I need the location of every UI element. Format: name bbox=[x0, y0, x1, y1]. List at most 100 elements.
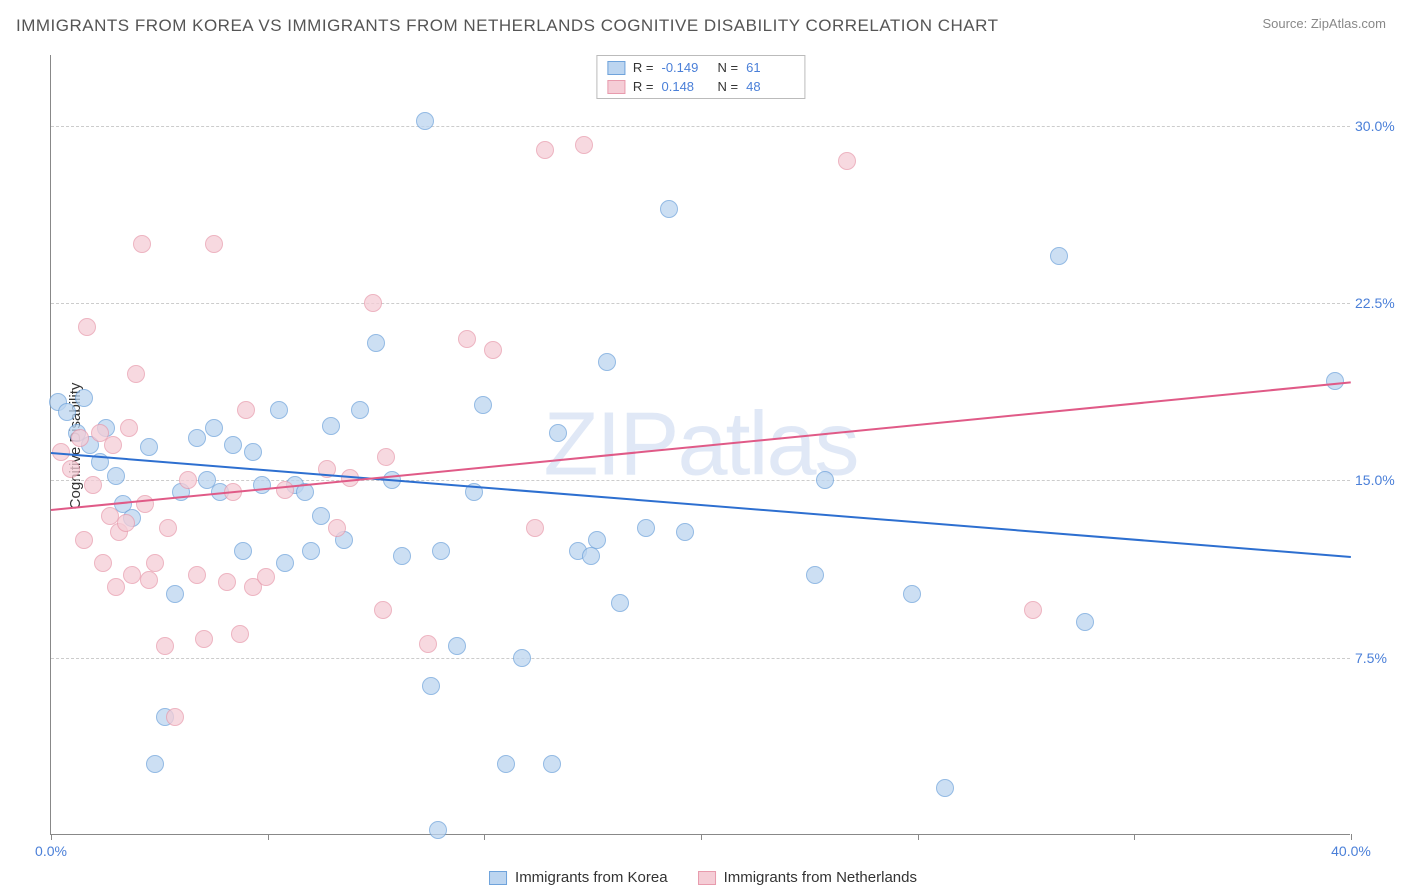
scatter-point bbox=[660, 200, 678, 218]
scatter-point bbox=[536, 141, 554, 159]
scatter-point bbox=[429, 821, 447, 839]
scatter-point bbox=[58, 403, 76, 421]
scatter-point bbox=[322, 417, 340, 435]
x-tick-mark bbox=[701, 834, 702, 840]
scatter-point bbox=[549, 424, 567, 442]
scatter-point bbox=[588, 531, 606, 549]
scatter-point bbox=[1050, 247, 1068, 265]
scatter-point bbox=[637, 519, 655, 537]
scatter-point bbox=[526, 519, 544, 537]
scatter-point bbox=[377, 448, 395, 466]
legend-n-label: N = bbox=[718, 79, 739, 94]
scatter-point bbox=[1076, 613, 1094, 631]
legend-swatch bbox=[489, 871, 507, 885]
scatter-point bbox=[179, 471, 197, 489]
scatter-point bbox=[78, 318, 96, 336]
legend-r-label: R = bbox=[633, 79, 654, 94]
x-tick-label-left: 0.0% bbox=[35, 843, 67, 859]
scatter-point bbox=[806, 566, 824, 584]
scatter-point bbox=[75, 389, 93, 407]
legend-item: Immigrants from Korea bbox=[489, 869, 668, 886]
scatter-point bbox=[188, 429, 206, 447]
scatter-point bbox=[166, 585, 184, 603]
scatter-point bbox=[166, 708, 184, 726]
scatter-point bbox=[224, 436, 242, 454]
chart-title: IMMIGRANTS FROM KOREA VS IMMIGRANTS FROM… bbox=[16, 16, 999, 36]
scatter-point bbox=[94, 554, 112, 572]
scatter-point bbox=[231, 625, 249, 643]
scatter-point bbox=[575, 136, 593, 154]
scatter-point bbox=[448, 637, 466, 655]
gridline-horizontal bbox=[51, 126, 1350, 127]
gridline-horizontal bbox=[51, 658, 1350, 659]
scatter-point bbox=[218, 573, 236, 591]
scatter-point bbox=[205, 419, 223, 437]
scatter-point bbox=[328, 519, 346, 537]
x-tick-mark bbox=[1351, 834, 1352, 840]
scatter-point bbox=[374, 601, 392, 619]
scatter-point bbox=[117, 514, 135, 532]
scatter-point bbox=[276, 481, 294, 499]
scatter-point bbox=[140, 571, 158, 589]
chart-plot-area: ZIPatlas 7.5%15.0%22.5%30.0%0.0%40.0%R =… bbox=[50, 55, 1350, 835]
y-tick-label: 30.0% bbox=[1355, 118, 1406, 134]
scatter-point bbox=[393, 547, 411, 565]
scatter-point bbox=[84, 476, 102, 494]
scatter-point bbox=[816, 471, 834, 489]
x-tick-mark bbox=[51, 834, 52, 840]
gridline-horizontal bbox=[51, 480, 1350, 481]
legend-stats-row: R =0.148N =48 bbox=[597, 77, 804, 96]
scatter-point bbox=[62, 460, 80, 478]
scatter-point bbox=[104, 436, 122, 454]
scatter-point bbox=[120, 419, 138, 437]
legend-swatch bbox=[607, 61, 625, 75]
scatter-point bbox=[312, 507, 330, 525]
scatter-point bbox=[432, 542, 450, 560]
source-prefix: Source: bbox=[1262, 16, 1310, 31]
x-tick-mark bbox=[918, 834, 919, 840]
scatter-point bbox=[140, 438, 158, 456]
scatter-point bbox=[75, 531, 93, 549]
scatter-point bbox=[237, 401, 255, 419]
scatter-point bbox=[257, 568, 275, 586]
scatter-point bbox=[611, 594, 629, 612]
legend-swatch bbox=[607, 80, 625, 94]
x-tick-mark bbox=[268, 834, 269, 840]
legend-item: Immigrants from Netherlands bbox=[698, 869, 917, 886]
legend-n-value: 48 bbox=[746, 79, 794, 94]
scatter-point bbox=[188, 566, 206, 584]
legend-stats-row: R =-0.149N =61 bbox=[597, 58, 804, 77]
scatter-point bbox=[543, 755, 561, 773]
scatter-point bbox=[484, 341, 502, 359]
x-tick-label-right: 40.0% bbox=[1331, 843, 1371, 859]
scatter-point bbox=[146, 554, 164, 572]
scatter-point bbox=[598, 353, 616, 371]
scatter-point bbox=[367, 334, 385, 352]
scatter-point bbox=[936, 779, 954, 797]
scatter-point bbox=[676, 523, 694, 541]
legend-stats-box: R =-0.149N =61R =0.148N =48 bbox=[596, 55, 805, 99]
scatter-point bbox=[497, 755, 515, 773]
scatter-point bbox=[205, 235, 223, 253]
y-tick-label: 7.5% bbox=[1355, 650, 1406, 666]
legend-n-value: 61 bbox=[746, 60, 794, 75]
scatter-point bbox=[146, 755, 164, 773]
scatter-point bbox=[234, 542, 252, 560]
scatter-point bbox=[159, 519, 177, 537]
scatter-point bbox=[156, 637, 174, 655]
source-name: ZipAtlas.com bbox=[1311, 16, 1386, 31]
scatter-point bbox=[71, 429, 89, 447]
scatter-point bbox=[351, 401, 369, 419]
scatter-point bbox=[136, 495, 154, 513]
y-tick-label: 15.0% bbox=[1355, 472, 1406, 488]
legend-bottom: Immigrants from Korea Immigrants from Net… bbox=[489, 869, 917, 886]
scatter-point bbox=[107, 578, 125, 596]
legend-r-label: R = bbox=[633, 60, 654, 75]
scatter-point bbox=[458, 330, 476, 348]
scatter-point bbox=[422, 677, 440, 695]
legend-swatch bbox=[698, 871, 716, 885]
scatter-point bbox=[1024, 601, 1042, 619]
scatter-point bbox=[244, 443, 262, 461]
source-label: Source: ZipAtlas.com bbox=[1262, 16, 1386, 31]
scatter-point bbox=[270, 401, 288, 419]
